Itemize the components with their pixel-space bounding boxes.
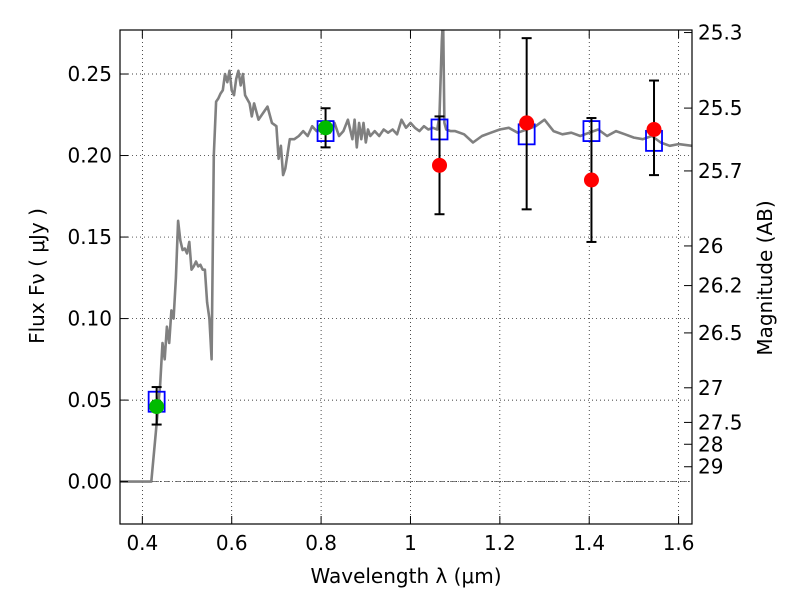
y-tick-label: 0.15 <box>67 225 112 249</box>
y-tick-label: 0.10 <box>67 307 112 331</box>
y-tick-label: 0.00 <box>67 470 112 494</box>
photometry-point <box>646 121 662 137</box>
magnitude-tick-label: 27 <box>698 376 723 400</box>
photometry-point <box>583 172 599 188</box>
plot-frame <box>119 29 693 525</box>
x-tick-label: 1.4 <box>573 531 605 555</box>
magnitude-tick-label: 25.3 <box>698 21 743 45</box>
x-axis-label: Wavelength λ (μm) <box>310 564 501 588</box>
magnitude-tick-label: 29 <box>698 455 723 479</box>
photometry-point <box>149 399 165 415</box>
magnitude-tick-label: 28 <box>698 432 723 456</box>
magnitude-tick-label: 26.5 <box>698 321 743 345</box>
axis-ticks <box>120 30 692 524</box>
plot-content <box>120 30 692 483</box>
y2-axis-label: Magnitude (AB) <box>753 200 777 355</box>
magnitude-tick-label: 26 <box>698 234 723 258</box>
x-tick-label: 0.6 <box>216 531 248 555</box>
photometry-point <box>318 120 334 136</box>
x-tick-label: 1.6 <box>663 531 695 555</box>
x-tick-label: 0.8 <box>305 531 337 555</box>
y-axis-label: Flux Fν ( μJy ) <box>25 208 49 344</box>
magnitude-tick-label: 26.2 <box>698 274 743 298</box>
tick-labels: 0.4 0.6 0.8 1 1.2 1.4 1.6 0.00 0.05 0.10 0.15 0.20 0… <box>67 21 742 555</box>
x-tick-label: 1 <box>404 531 417 555</box>
y-tick-label: 0.05 <box>67 388 112 412</box>
magnitude-tick-label: 25.5 <box>698 96 743 120</box>
photometry-point <box>432 157 448 173</box>
magnitude-tick-label: 25.7 <box>698 159 743 183</box>
x-tick-label: 1.2 <box>484 531 516 555</box>
magnitude-tick-label: 27.5 <box>698 410 743 434</box>
photometry-point <box>519 115 535 131</box>
y-tick-label: 0.20 <box>67 144 112 168</box>
y-tick-label: 0.25 <box>67 62 112 86</box>
x-tick-label: 0.4 <box>126 531 158 555</box>
